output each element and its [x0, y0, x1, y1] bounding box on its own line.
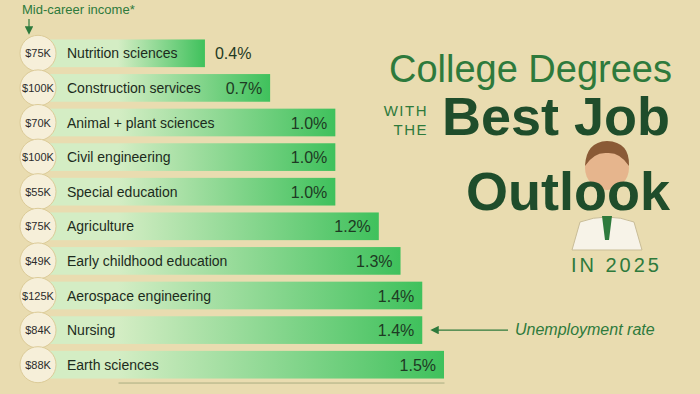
- title-line: Outlook: [466, 161, 671, 221]
- category-label: Agriculture: [67, 218, 134, 234]
- income-badge: [20, 312, 56, 348]
- category-label: Early childhood education: [67, 253, 227, 269]
- background: [0, 0, 700, 394]
- data-label: 1.0%: [291, 149, 327, 166]
- income-label: $70K: [25, 117, 51, 129]
- income-label: $100K: [22, 82, 54, 94]
- annotation: Mid-career income*: [22, 2, 135, 17]
- income-badge: [20, 139, 56, 175]
- income-badge: [20, 278, 56, 314]
- label-pad: [50, 316, 118, 344]
- category-label: Construction services: [67, 80, 201, 96]
- category-label: Aerospace engineering: [67, 288, 211, 304]
- income-label: $49K: [25, 255, 51, 267]
- chart-root: Nutrition sciences Construction services A…: [0, 0, 700, 394]
- income-badge: [20, 243, 56, 279]
- data-label: 0.7%: [226, 80, 262, 97]
- figure-body: [572, 217, 642, 250]
- data-label: 0.4%: [215, 45, 251, 62]
- data-label: 1.4%: [378, 288, 414, 305]
- income-label: $100K: [22, 151, 54, 163]
- income-label: $55K: [25, 186, 51, 198]
- income-label: $88K: [25, 359, 51, 371]
- axis-line: [119, 383, 445, 384]
- title-line: Best Job: [442, 86, 670, 146]
- title-line: College Degrees: [389, 48, 672, 90]
- category-label: Civil engineering: [67, 149, 171, 165]
- income-label: $75K: [25, 220, 51, 232]
- title-line: THE: [394, 121, 429, 138]
- category-labels: Nutrition sciences Construction services A…: [67, 45, 227, 372]
- data-labels: 0.4% 0.7% 1.0% 1.0% 1.0% 1.2% 1.3% 1.4% 1.4% 1.5%: [215, 45, 436, 373]
- income-badge: [20, 208, 56, 244]
- category-label: Nursing: [67, 322, 115, 338]
- income-badge: [20, 347, 56, 383]
- title-line: WITH: [384, 102, 428, 119]
- category-label: Nutrition sciences: [67, 45, 178, 61]
- data-label: 1.3%: [356, 253, 392, 270]
- bar: [118, 316, 422, 344]
- income-badge: [20, 70, 56, 106]
- category-label: Special education: [67, 184, 178, 200]
- bar: [118, 212, 379, 240]
- annotation: Unemployment rate: [515, 321, 655, 338]
- data-label: 1.4%: [378, 322, 414, 339]
- data-label: 1.0%: [291, 184, 327, 201]
- data-label: 1.2%: [334, 218, 370, 235]
- category-label: Earth sciences: [67, 357, 159, 373]
- income-label: $84K: [25, 324, 51, 336]
- data-label: 1.0%: [291, 115, 327, 132]
- bar: [118, 351, 444, 379]
- title-line: IN 2025: [571, 254, 662, 276]
- income-badge: [20, 35, 56, 71]
- annotation-arrow: [28, 19, 29, 33]
- x-axis: [119, 383, 445, 384]
- category-label: Animal + plant sciences: [67, 115, 214, 131]
- annotation-arrow: [432, 330, 508, 331]
- income-label: $125K: [22, 290, 54, 302]
- data-label: 1.5%: [400, 357, 436, 374]
- chart-svg: Nutrition sciences Construction services A…: [0, 0, 700, 394]
- income-badges: $75K $100K $70K $100K $55K $75K $49K $125K $84K $…: [20, 35, 56, 382]
- income-badge: [20, 105, 56, 141]
- income-label: $75K: [25, 47, 51, 59]
- title: College Degrees WITH THE Best Job Outlook IN …: [384, 48, 672, 276]
- income-badge: [20, 174, 56, 210]
